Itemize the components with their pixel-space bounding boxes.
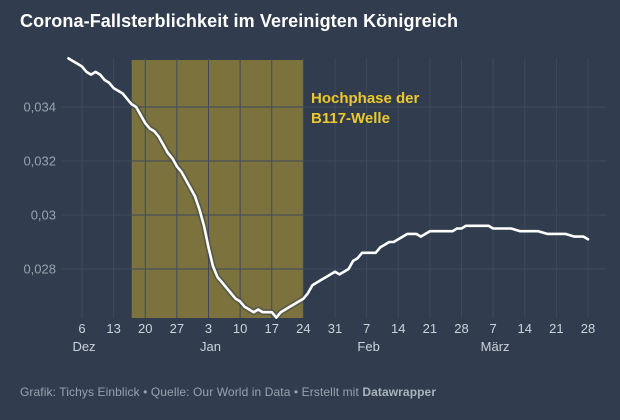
cfr-line <box>67 57 590 319</box>
x-tick-label: 6 <box>78 321 85 336</box>
x-tick-label: 21 <box>423 321 437 336</box>
y-tick-label: 0,032 <box>23 154 56 169</box>
chart-canvas: 0,034 0,032 0,03 0,028 6 13 20 27 3 10 17 24 31 7 14 21… <box>23 55 606 354</box>
x-tick-label: 3 <box>205 321 212 336</box>
x-tick-label: 13 <box>106 321 120 336</box>
x-month-label: Jan <box>200 339 221 354</box>
x-tick-label: 24 <box>296 321 310 336</box>
footer-credits: Grafik: Tichys Einblick • Quelle: Our Wo… <box>20 385 436 399</box>
x-tick-label: 28 <box>454 321 468 336</box>
x-tick-label: 20 <box>138 321 152 336</box>
x-tick-label: 17 <box>265 321 279 336</box>
x-tick-label: 27 <box>170 321 184 336</box>
x-tick-label: 14 <box>391 321 405 336</box>
highlight-annotation-line1: Hochphase der <box>311 90 420 107</box>
footer-credits-text: Grafik: Tichys Einblick • Quelle: Our Wo… <box>20 385 363 399</box>
page-title: Corona-Fallsterblichkeit im Vereinigten … <box>20 11 459 31</box>
x-tick-label: 7 <box>490 321 497 336</box>
highlight-annotation: Hochphase der B117-Welle <box>311 89 419 129</box>
x-tick-label: 21 <box>549 321 563 336</box>
y-tick-label: 0,028 <box>23 262 56 277</box>
x-tick-label: 31 <box>328 321 342 336</box>
x-tick-label: 28 <box>581 321 595 336</box>
footer-brand: Datawrapper <box>362 385 437 399</box>
highlight-annotation-line2: B117-Welle <box>311 110 390 127</box>
x-month-label: Feb <box>357 339 379 354</box>
x-tick-label: 14 <box>518 321 532 336</box>
x-tick-label: 7 <box>363 321 370 336</box>
x-tick-label: 10 <box>233 321 247 336</box>
x-month-label: März <box>481 339 510 354</box>
y-tick-label: 0,034 <box>23 100 56 115</box>
y-tick-label: 0,03 <box>31 208 56 223</box>
x-month-label: Dez <box>72 339 95 354</box>
